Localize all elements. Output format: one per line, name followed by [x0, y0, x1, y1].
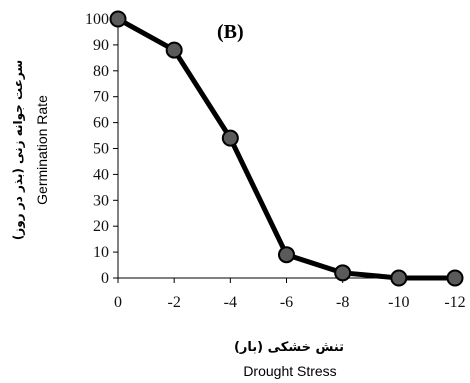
x-axis-ticks: 0 -2 -4 -6 -8 -10 -12 — [114, 278, 466, 311]
data-point — [165, 41, 183, 59]
y-tick-label: 60 — [93, 115, 109, 132]
x-tick-label: -2 — [168, 294, 181, 311]
series-line — [115, 16, 458, 281]
data-point — [334, 264, 352, 282]
data-point — [390, 269, 408, 287]
data-point — [221, 129, 239, 147]
plot-area: 0 10 20 30 40 50 60 70 80 90 100 0 -2 -4 -6 -8 -10 -12 — [85, 10, 466, 311]
y-tick-label: 40 — [93, 166, 109, 183]
data-point — [109, 10, 127, 28]
data-point — [446, 269, 464, 287]
y-tick-label: 50 — [93, 141, 109, 158]
x-tick-label: -4 — [224, 294, 237, 311]
y-tick-label: 10 — [93, 244, 109, 261]
x-tick-label: -8 — [336, 294, 349, 311]
x-tick-label: -12 — [444, 294, 465, 311]
y-axis-title-english: Germination Rate — [34, 95, 50, 205]
y-tick-label: 90 — [93, 37, 109, 54]
y-tick-label: 100 — [85, 11, 109, 28]
y-tick-label: 20 — [93, 218, 109, 235]
y-tick-label: 80 — [93, 63, 109, 80]
y-axis-ticks: 0 10 20 30 40 50 60 70 80 90 100 — [85, 11, 118, 287]
x-axis-title-persian: تنش خشکی (بار) — [234, 340, 344, 355]
data-point — [278, 246, 295, 264]
y-tick-label: 30 — [93, 192, 109, 209]
x-axis-title-english: Drought Stress — [243, 363, 336, 379]
y-tick-label: 70 — [93, 89, 109, 106]
x-tick-label: -10 — [388, 294, 409, 311]
x-tick-label: -6 — [280, 294, 293, 311]
data-points — [109, 10, 464, 287]
y-tick-label: 0 — [101, 270, 109, 287]
x-tick-label: 0 — [114, 294, 122, 311]
y-axis-title-persian: سرعت جوانه زنی (بذر در روز) — [11, 60, 26, 240]
panel-label: (B) — [217, 21, 244, 43]
